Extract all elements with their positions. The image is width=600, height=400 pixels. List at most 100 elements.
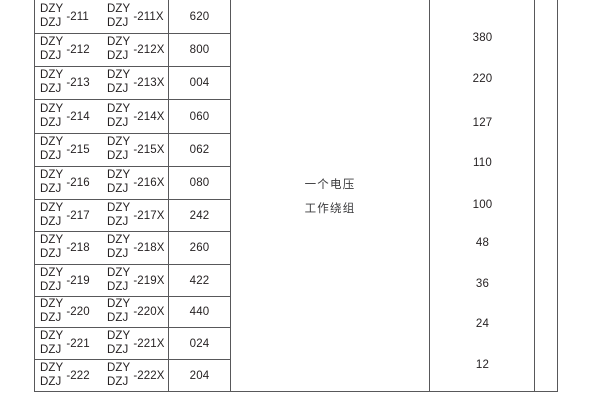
- code-prefix-bottom: DZJ: [40, 150, 62, 162]
- spec-value-cell: 004: [168, 67, 230, 99]
- code-prefix-bottom: DZJ: [107, 50, 129, 62]
- model-suffix-b: -214X: [133, 110, 165, 123]
- code-prefix-stack: DZY DZJ: [40, 234, 63, 261]
- model-code-cell-a: DZY DZJ -214: [34, 100, 101, 133]
- code-prefix-stack: DZY DZJ: [107, 362, 130, 389]
- table-row: DZY DZJ -216 DZY DZJ -216X 080: [34, 167, 230, 200]
- code-prefix-top: DZY: [40, 361, 64, 374]
- model-suffix-a: -219: [66, 274, 90, 287]
- model-code-cell-b: DZY DZJ -211X: [101, 0, 168, 33]
- spec-value-cell: 204: [168, 360, 230, 391]
- code-prefix-stack: DZY DZJ: [40, 36, 63, 63]
- code-prefix-bottom: DZJ: [107, 116, 129, 129]
- code-prefix-bottom: DZJ: [40, 375, 62, 388]
- model-suffix-b: -213X: [133, 77, 165, 89]
- model-code-cell-b: DZY DZJ -222X: [101, 360, 168, 391]
- trailing-empty-column: [535, 0, 558, 392]
- code-prefix-stack: DZY DZJ: [107, 298, 130, 325]
- spec-value-cell: 440: [168, 297, 230, 327]
- voltage-value: 380: [472, 32, 493, 44]
- model-code-cell-a: DZY DZJ -221: [34, 328, 101, 359]
- code-prefix-stack: DZY DZJ: [40, 136, 63, 163]
- model-suffix-b: -215X: [133, 144, 165, 156]
- code-prefix-stack: DZY DZJ: [40, 202, 63, 229]
- code-prefix-stack: DZY DZJ: [107, 267, 130, 294]
- model-code-cell-a: DZY DZJ -222: [34, 360, 101, 391]
- model-suffix-a: -217: [66, 209, 90, 222]
- code-prefix-bottom: DZJ: [40, 50, 62, 62]
- model-suffix-b: -218X: [133, 242, 165, 254]
- model-code-cell-b: DZY DZJ -219X: [101, 265, 168, 296]
- code-prefix-top: DZY: [40, 36, 64, 49]
- code-prefix-top: DZY: [107, 298, 131, 311]
- code-prefix-stack: DZY DZJ: [107, 69, 130, 96]
- code-prefix-bottom: DZJ: [40, 312, 62, 324]
- model-suffix-b: -216X: [133, 177, 165, 189]
- model-suffix-a: -215: [66, 144, 90, 156]
- code-prefix-stack: DZY DZJ: [40, 267, 63, 294]
- voltage-value: 24: [475, 318, 490, 330]
- model-code-rows: DZY DZJ -211 DZY DZJ -211X 620 DZY DZJ -212 DZY DZJ…: [34, 0, 230, 392]
- code-prefix-top: DZY: [40, 234, 64, 247]
- specification-table: [34, 0, 558, 392]
- code-prefix-stack: DZY DZJ: [40, 3, 63, 30]
- code-prefix-stack: DZY DZJ: [40, 298, 63, 325]
- code-prefix-top: DZY: [107, 69, 131, 82]
- code-prefix-stack: DZY DZJ: [40, 69, 63, 96]
- code-prefix-bottom: DZJ: [107, 183, 129, 195]
- spec-value-cell: 800: [168, 34, 230, 66]
- code-prefix-top: DZY: [107, 266, 131, 279]
- spec-value-cell: 060: [168, 100, 230, 133]
- model-code-cell-a: DZY DZJ -218: [34, 232, 101, 264]
- model-suffix-b: -211X: [133, 10, 164, 23]
- model-code-cell-a: DZY DZJ -219: [34, 265, 101, 296]
- winding-note-cell: 一个电压 工作绕组: [230, 0, 430, 392]
- code-prefix-bottom: DZJ: [107, 16, 129, 29]
- table-row: DZY DZJ -213 DZY DZJ -213X 004: [34, 67, 230, 100]
- model-code-cell-b: DZY DZJ -214X: [101, 100, 168, 133]
- code-prefix-top: DZY: [107, 2, 131, 15]
- model-code-cell-a: DZY DZJ -220: [34, 297, 101, 327]
- code-prefix-stack: DZY DZJ: [107, 169, 130, 196]
- model-code-cell-a: DZY DZJ -211: [34, 0, 101, 33]
- code-prefix-bottom: DZJ: [107, 375, 129, 388]
- table-row: DZY DZJ -221 DZY DZJ -221X 024: [34, 328, 230, 360]
- voltage-value: 110: [473, 157, 492, 169]
- code-prefix-bottom: DZJ: [107, 150, 129, 162]
- code-prefix-bottom: DZJ: [40, 215, 62, 228]
- code-prefix-stack: DZY DZJ: [40, 330, 63, 357]
- model-code-cell-a: DZY DZJ -215: [34, 134, 101, 166]
- code-prefix-bottom: DZJ: [40, 116, 62, 129]
- code-prefix-top: DZY: [40, 169, 64, 182]
- table-row: DZY DZJ -222 DZY DZJ -222X 204: [34, 360, 230, 392]
- code-prefix-bottom: DZJ: [40, 83, 62, 95]
- code-prefix-bottom: DZJ: [40, 183, 62, 195]
- model-code-cell-b: DZY DZJ -212X: [101, 34, 168, 66]
- spec-value-cell: 242: [168, 200, 230, 231]
- spec-value-cell: 024: [168, 328, 230, 359]
- model-code-cell-b: DZY DZJ -221X: [101, 328, 168, 359]
- model-code-cell-b: DZY DZJ -215X: [101, 134, 168, 166]
- code-prefix-top: DZY: [40, 69, 64, 82]
- code-prefix-stack: DZY DZJ: [40, 103, 63, 130]
- code-prefix-stack: DZY DZJ: [107, 36, 130, 63]
- model-code-cell-b: DZY DZJ -220X: [101, 297, 168, 327]
- table-row: DZY DZJ -211 DZY DZJ -211X 620: [34, 0, 230, 34]
- code-prefix-top: DZY: [107, 136, 131, 149]
- code-prefix-bottom: DZJ: [40, 248, 62, 260]
- voltage-column: 380 220 127 110 100 48 36 24 12: [430, 0, 535, 392]
- table-row: DZY DZJ -220 DZY DZJ -220X 440: [34, 297, 230, 328]
- code-prefix-stack: DZY DZJ: [107, 103, 130, 130]
- spec-value-cell: 422: [168, 265, 230, 296]
- model-suffix-a: -216: [66, 177, 90, 189]
- model-suffix-b: -212X: [133, 44, 165, 56]
- model-code-cell-a: DZY DZJ -213: [34, 67, 101, 99]
- model-code-cell-a: DZY DZJ -217: [34, 200, 101, 231]
- code-prefix-stack: DZY DZJ: [40, 169, 63, 196]
- code-prefix-bottom: DZJ: [107, 343, 129, 356]
- spec-value-cell: 062: [168, 134, 230, 166]
- winding-note-line-1: 一个电压: [304, 176, 356, 191]
- code-prefix-top: DZY: [40, 266, 64, 279]
- model-suffix-a: -214: [66, 110, 90, 123]
- model-code-cell-b: DZY DZJ -218X: [101, 232, 168, 264]
